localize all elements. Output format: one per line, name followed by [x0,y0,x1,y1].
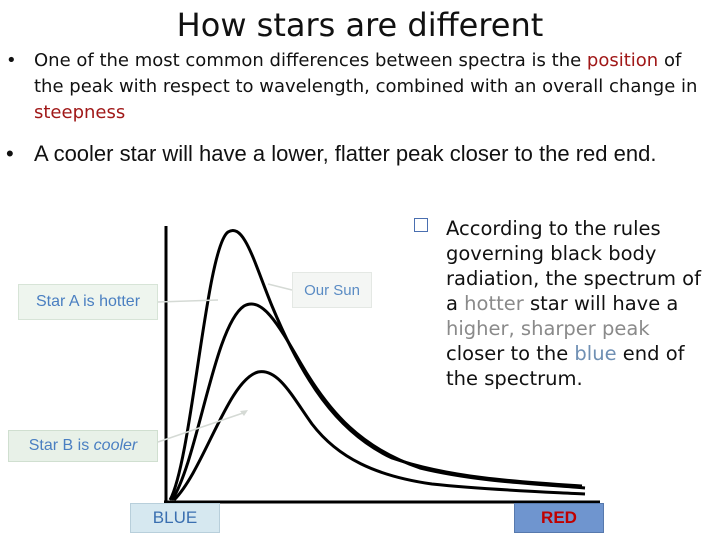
checkbox-bullet-icon [414,218,428,232]
right-part-1: According to the rules governing black b… [446,217,701,315]
bullet-1-part-c: of the peak with respect to wavelength, … [34,50,698,97]
bullet-dot: • [6,50,17,71]
right-higher-sharper-peak: higher, sharper peak [446,317,650,340]
curve-our-sun [170,302,586,501]
bullet-2: • A cooler star will have a lower, flatt… [6,141,706,167]
bullet-2-text: A cooler star will have a lower, flatter… [34,141,657,166]
curve-star-a [168,229,583,501]
label-blue-end: BLUE [130,503,220,533]
bullet-1-text: One of the most common differences betwe… [34,48,706,126]
label-star-a: Star A is hotter [18,284,158,320]
right-part-5: closer to the [446,342,569,365]
label-star-b: Star B is cooler [8,430,158,462]
label-star-b-prefix: Star B is [28,437,90,454]
bullet-dot: • [6,141,14,166]
label-star-b-cooler: cooler [93,437,138,454]
right-blue: blue [574,342,617,365]
bullet-1: • One of the most common differences bet… [6,48,706,126]
pointer-star-a [157,299,219,303]
bullet-1-position: position [586,50,659,71]
curve-star-b [172,370,586,502]
right-hotter: hotter [464,292,524,315]
pointer-star-b [157,411,247,443]
pointer-star-b-arrowhead [240,410,248,416]
bullet-1-steepness: steepness [34,102,126,123]
label-red-end: RED [514,503,604,533]
pointer-our-sun [267,283,293,291]
right-part-7: end of the spectrum. [446,342,685,390]
right-bullet-text: According to the rules governing black b… [446,216,714,391]
label-our-sun: Our Sun [292,272,372,308]
right-part-3: star will have a [529,292,679,315]
slide-title: How stars are different [176,6,544,44]
bullet-1-part-a: One of the most common differences betwe… [34,50,582,71]
right-bullet: According to the rules governing black b… [414,216,714,391]
